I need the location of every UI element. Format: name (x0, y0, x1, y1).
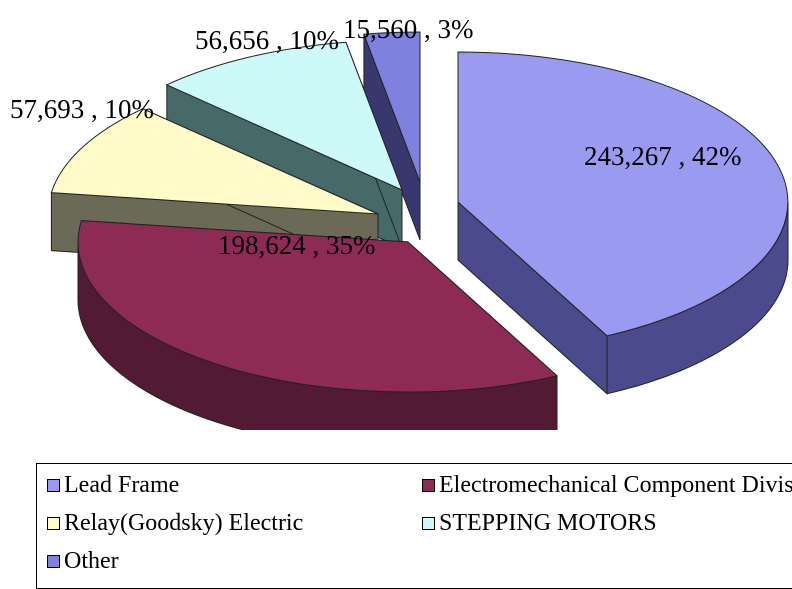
legend-item-electromechanical: Electromechanical Component Division (422, 472, 792, 499)
pie-slices (50, 31, 789, 430)
slice-lead-frame (457, 51, 789, 395)
legend-label: Electromechanical Component Division (439, 472, 792, 498)
legend-label: Lead Frame (64, 472, 180, 498)
slice-other (363, 31, 421, 241)
legend-swatch-stepping-motors (422, 517, 435, 530)
slice-top-face (457, 51, 789, 337)
legend-label: Other (64, 548, 119, 574)
legend-item-other: Other (47, 548, 119, 575)
slice-top-face (363, 31, 421, 183)
legend-label: Relay(Goodsky) Electric (64, 510, 304, 536)
legend-label: STEPPING MOTORS (439, 510, 657, 536)
chart-legend: Lead Frame Electromechanical Component D… (36, 463, 792, 589)
slice-top-face (77, 220, 559, 393)
legend-item-relay: Relay(Goodsky) Electric (47, 510, 303, 537)
legend-item-lead-frame: Lead Frame (47, 472, 179, 499)
slice-top-face (165, 41, 403, 191)
data-labels: 243,267 , 42% 198,624 , 35% 57,693 , 10%… (10, 14, 742, 260)
legend-swatch-other (47, 555, 60, 568)
data-label-relay: 57,693 , 10% (10, 94, 154, 124)
data-label-stepping-motors: 56,656 , 10% (195, 25, 339, 55)
data-label-other: 15,560 , 3% (343, 14, 474, 44)
slice-top-face (50, 108, 379, 215)
legend-swatch-electromechanical (422, 479, 435, 492)
slice-electromechanical (77, 220, 559, 430)
pie-chart: 243,267 , 42% 198,624 , 35% 57,693 , 10%… (10, 14, 789, 430)
data-label-lead-frame: 243,267 , 42% (584, 141, 742, 171)
legend-item-stepping-motors: STEPPING MOTORS (422, 510, 657, 537)
legend-swatch-lead-frame (47, 479, 60, 492)
legend-swatch-relay (47, 517, 60, 530)
data-label-electromechanical: 198,624 , 35% (218, 230, 376, 260)
